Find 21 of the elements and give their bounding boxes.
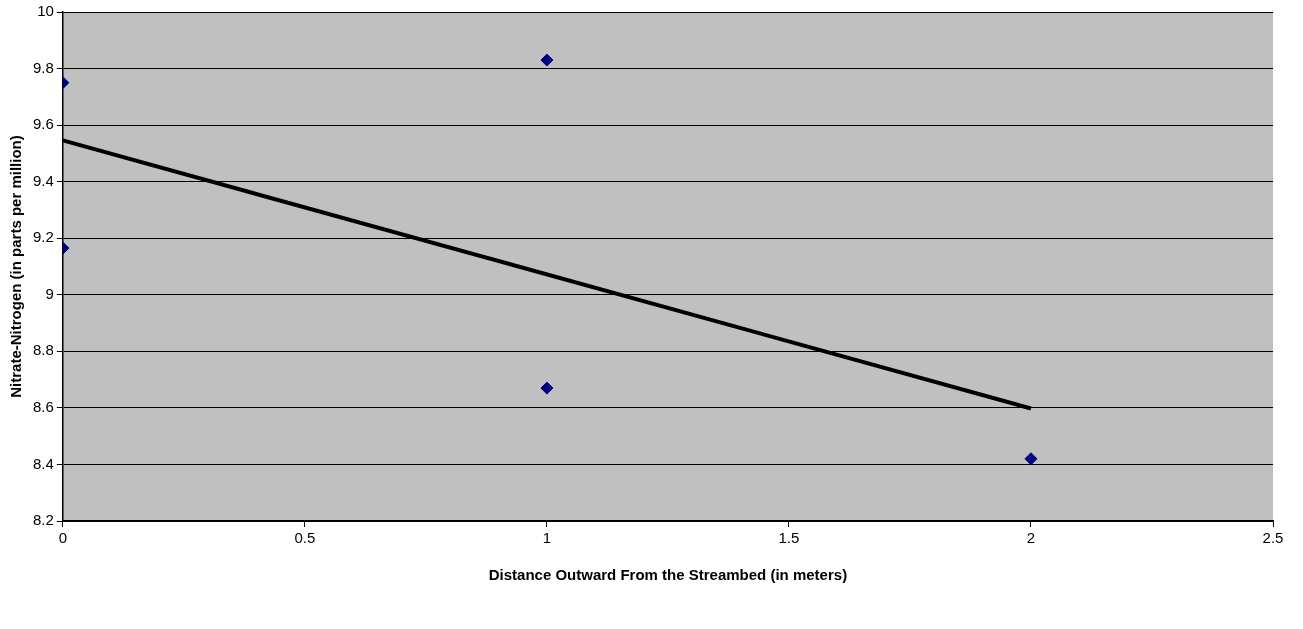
- y-tick-label: 8.2: [32, 511, 54, 529]
- point: [540, 381, 554, 395]
- y-tick-label: 9.6: [32, 115, 54, 133]
- x-tick-label: 1: [542, 529, 552, 547]
- x-axis-title: Distance Outward From the Streambed (in meters): [488, 566, 848, 584]
- y-tick-label: 9.4: [32, 171, 54, 189]
- y-tick-label: 8.8: [32, 341, 54, 359]
- x-tick-label: 0.5: [294, 529, 316, 547]
- x-tick-label: 2.5: [1262, 529, 1284, 547]
- y-tick-label: 8.6: [32, 398, 54, 416]
- y-axis-title: Nitrate-Nitrogen (in parts per million): [7, 135, 25, 398]
- x-tick-label: 0: [58, 529, 68, 547]
- point: [540, 53, 554, 67]
- x-tick-label: 1.5: [778, 529, 800, 547]
- y-tick-label: 9.8: [32, 58, 54, 76]
- y-tick-label: 10: [37, 2, 54, 20]
- y-tick-label: 9: [45, 284, 54, 302]
- y-tick-label: 8.4: [32, 454, 54, 472]
- x-tick-label: 2: [1026, 529, 1036, 547]
- point: [1024, 452, 1038, 466]
- y-tick-label: 9.2: [32, 228, 54, 246]
